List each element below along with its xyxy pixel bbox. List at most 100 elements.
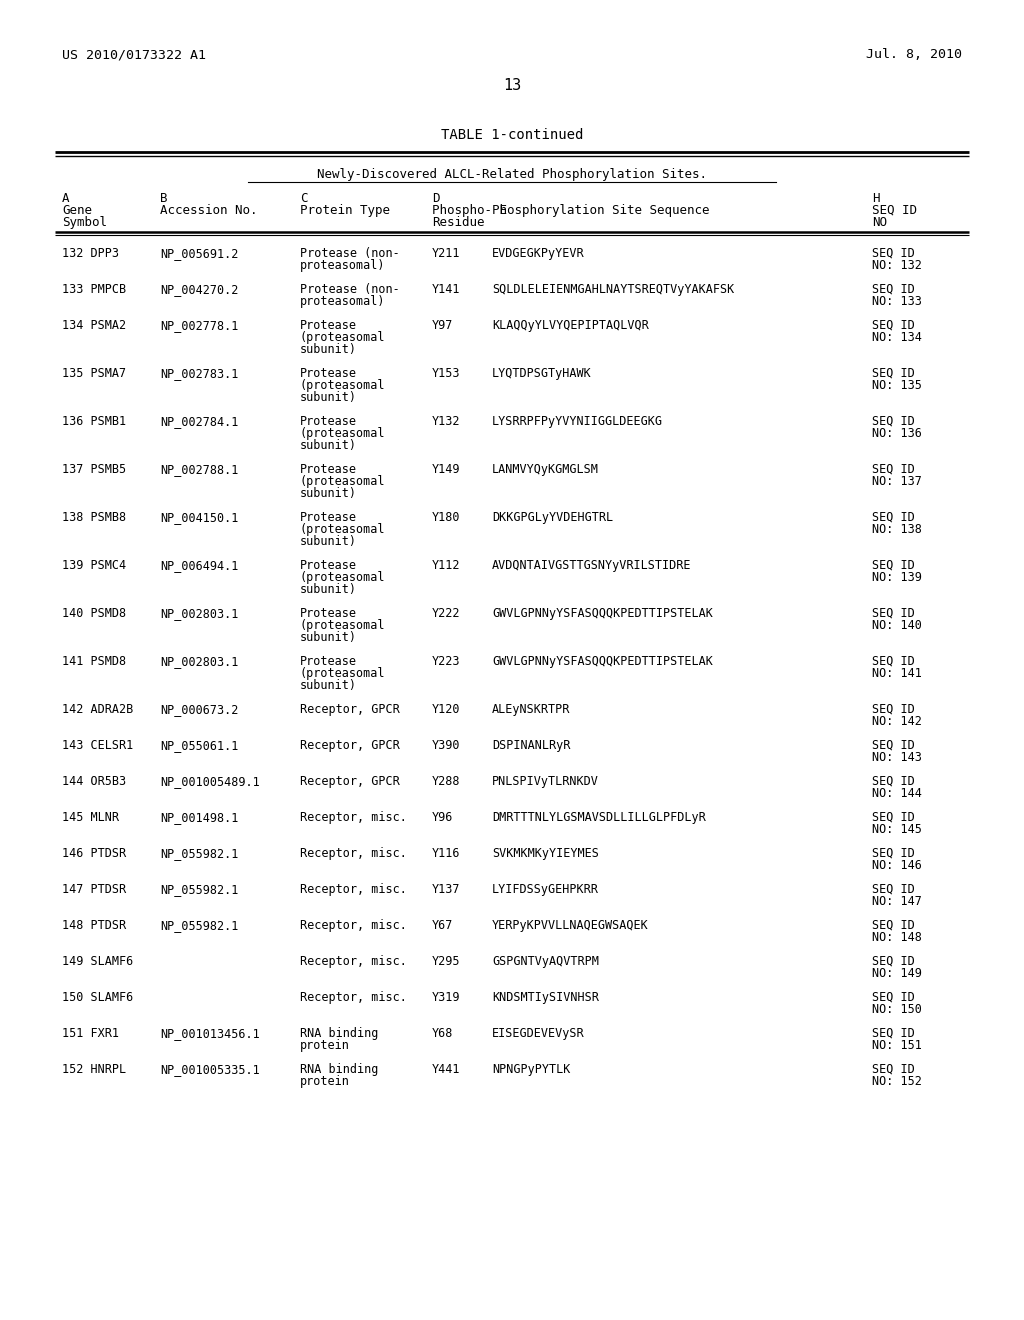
Text: 142 ADRA2B: 142 ADRA2B <box>62 704 133 715</box>
Text: Protease: Protease <box>300 414 357 428</box>
Text: Accession No.: Accession No. <box>160 205 257 216</box>
Text: ALEyNSKRTPR: ALEyNSKRTPR <box>492 704 570 715</box>
Text: Y319: Y319 <box>432 991 461 1005</box>
Text: Y295: Y295 <box>432 954 461 968</box>
Text: Receptor, misc.: Receptor, misc. <box>300 991 407 1005</box>
Text: NO: 144: NO: 144 <box>872 787 922 800</box>
Text: NO: 151: NO: 151 <box>872 1039 922 1052</box>
Text: Protease (non-: Protease (non- <box>300 247 399 260</box>
Text: SEQ ID: SEQ ID <box>872 282 914 296</box>
Text: 141 PSMD8: 141 PSMD8 <box>62 655 126 668</box>
Text: SEQ ID: SEQ ID <box>872 954 914 968</box>
Text: subunit): subunit) <box>300 583 357 597</box>
Text: NP_002784.1: NP_002784.1 <box>160 414 239 428</box>
Text: NP_004270.2: NP_004270.2 <box>160 282 239 296</box>
Text: Residue: Residue <box>432 216 484 228</box>
Text: 140 PSMD8: 140 PSMD8 <box>62 607 126 620</box>
Text: 133 PMPCB: 133 PMPCB <box>62 282 126 296</box>
Text: Y223: Y223 <box>432 655 461 668</box>
Text: SEQ ID: SEQ ID <box>872 847 914 861</box>
Text: DSPINANLRyR: DSPINANLRyR <box>492 739 570 752</box>
Text: protein: protein <box>300 1039 350 1052</box>
Text: NO: 149: NO: 149 <box>872 968 922 979</box>
Text: US 2010/0173322 A1: US 2010/0173322 A1 <box>62 48 206 61</box>
Text: LANMVYQyKGMGLSM: LANMVYQyKGMGLSM <box>492 463 599 477</box>
Text: LYIFDSSyGEHPKRR: LYIFDSSyGEHPKRR <box>492 883 599 896</box>
Text: SVKMKMKyYIEYMES: SVKMKMKyYIEYMES <box>492 847 599 861</box>
Text: 136 PSMB1: 136 PSMB1 <box>62 414 126 428</box>
Text: Protease: Protease <box>300 367 357 380</box>
Text: 146 PTDSR: 146 PTDSR <box>62 847 126 861</box>
Text: SEQ ID: SEQ ID <box>872 247 914 260</box>
Text: SEQ ID: SEQ ID <box>872 367 914 380</box>
Text: protein: protein <box>300 1074 350 1088</box>
Text: 13: 13 <box>503 78 521 92</box>
Text: 152 HNRPL: 152 HNRPL <box>62 1063 126 1076</box>
Text: Y132: Y132 <box>432 414 461 428</box>
Text: Y68: Y68 <box>432 1027 454 1040</box>
Text: NP_001005335.1: NP_001005335.1 <box>160 1063 260 1076</box>
Text: Receptor, GPCR: Receptor, GPCR <box>300 739 399 752</box>
Text: EVDGEGKPyYEVR: EVDGEGKPyYEVR <box>492 247 585 260</box>
Text: Y141: Y141 <box>432 282 461 296</box>
Text: SEQ ID: SEQ ID <box>872 511 914 524</box>
Text: SEQ ID: SEQ ID <box>872 205 918 216</box>
Text: GSPGNTVyAQVTRPM: GSPGNTVyAQVTRPM <box>492 954 599 968</box>
Text: KLAQQyYLVYQEPIPTAQLVQR: KLAQQyYLVYQEPIPTAQLVQR <box>492 319 649 333</box>
Text: NP_055982.1: NP_055982.1 <box>160 919 239 932</box>
Text: 150 SLAMF6: 150 SLAMF6 <box>62 991 133 1005</box>
Text: Y390: Y390 <box>432 739 461 752</box>
Text: SEQ ID: SEQ ID <box>872 414 914 428</box>
Text: (proteasomal: (proteasomal <box>300 523 385 536</box>
Text: Protease: Protease <box>300 607 357 620</box>
Text: Receptor, GPCR: Receptor, GPCR <box>300 775 399 788</box>
Text: NO: 139: NO: 139 <box>872 572 922 583</box>
Text: D: D <box>432 191 439 205</box>
Text: (proteasomal: (proteasomal <box>300 667 385 680</box>
Text: NP_055061.1: NP_055061.1 <box>160 739 239 752</box>
Text: Receptor, misc.: Receptor, misc. <box>300 810 407 824</box>
Text: SEQ ID: SEQ ID <box>872 463 914 477</box>
Text: Receptor, misc.: Receptor, misc. <box>300 883 407 896</box>
Text: SEQ ID: SEQ ID <box>872 739 914 752</box>
Text: B: B <box>160 191 168 205</box>
Text: NO: 152: NO: 152 <box>872 1074 922 1088</box>
Text: 132 DPP3: 132 DPP3 <box>62 247 119 260</box>
Text: NO: 137: NO: 137 <box>872 475 922 488</box>
Text: Protease: Protease <box>300 655 357 668</box>
Text: SEQ ID: SEQ ID <box>872 991 914 1005</box>
Text: NP_005691.2: NP_005691.2 <box>160 247 239 260</box>
Text: NO: NO <box>872 216 887 228</box>
Text: (proteasomal: (proteasomal <box>300 379 385 392</box>
Text: Y96: Y96 <box>432 810 454 824</box>
Text: NO: 138: NO: 138 <box>872 523 922 536</box>
Text: subunit): subunit) <box>300 678 357 692</box>
Text: NP_001013456.1: NP_001013456.1 <box>160 1027 260 1040</box>
Text: NO: 147: NO: 147 <box>872 895 922 908</box>
Text: Receptor, misc.: Receptor, misc. <box>300 847 407 861</box>
Text: 138 PSMB8: 138 PSMB8 <box>62 511 126 524</box>
Text: Y211: Y211 <box>432 247 461 260</box>
Text: SEQ ID: SEQ ID <box>872 1027 914 1040</box>
Text: Phosphorylation Site Sequence: Phosphorylation Site Sequence <box>492 205 710 216</box>
Text: NP_004150.1: NP_004150.1 <box>160 511 239 524</box>
Text: SEQ ID: SEQ ID <box>872 607 914 620</box>
Text: H: H <box>872 191 880 205</box>
Text: Receptor, misc.: Receptor, misc. <box>300 919 407 932</box>
Text: SEQ ID: SEQ ID <box>872 319 914 333</box>
Text: NO: 143: NO: 143 <box>872 751 922 764</box>
Text: KNDSMTIySIVNHSR: KNDSMTIySIVNHSR <box>492 991 599 1005</box>
Text: SEQ ID: SEQ ID <box>872 775 914 788</box>
Text: NP_001005489.1: NP_001005489.1 <box>160 775 260 788</box>
Text: proteasomal): proteasomal) <box>300 259 385 272</box>
Text: A: A <box>62 191 70 205</box>
Text: NO: 146: NO: 146 <box>872 859 922 873</box>
Text: proteasomal): proteasomal) <box>300 294 385 308</box>
Text: Protein Type: Protein Type <box>300 205 390 216</box>
Text: subunit): subunit) <box>300 535 357 548</box>
Text: 135 PSMA7: 135 PSMA7 <box>62 367 126 380</box>
Text: NO: 145: NO: 145 <box>872 822 922 836</box>
Text: 148 PTDSR: 148 PTDSR <box>62 919 126 932</box>
Text: NO: 142: NO: 142 <box>872 715 922 729</box>
Text: AVDQNTAIVGSTTGSNYyVRILSTIDRE: AVDQNTAIVGSTTGSNYyVRILSTIDRE <box>492 558 691 572</box>
